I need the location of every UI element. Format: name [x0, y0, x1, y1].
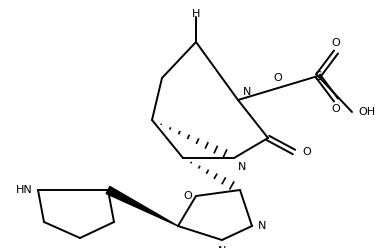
Polygon shape	[106, 186, 178, 226]
Text: O: O	[302, 147, 311, 157]
Text: O: O	[332, 38, 340, 48]
Text: O: O	[183, 191, 192, 201]
Text: HN: HN	[16, 185, 33, 195]
Text: S: S	[314, 69, 322, 83]
Text: N: N	[258, 221, 267, 231]
Text: OH: OH	[358, 107, 375, 117]
Text: H: H	[192, 9, 200, 19]
Text: N: N	[218, 246, 226, 248]
Text: N: N	[238, 162, 247, 172]
Text: N: N	[243, 87, 251, 97]
Text: O: O	[274, 73, 282, 83]
Text: O: O	[332, 104, 340, 114]
